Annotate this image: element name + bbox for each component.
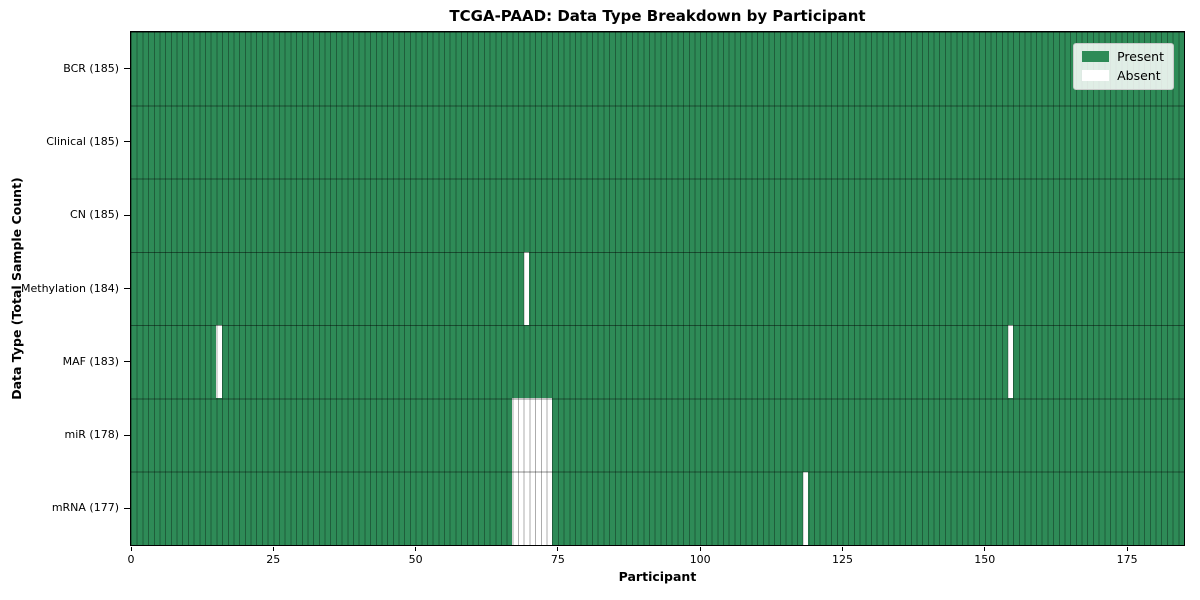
x-axis-title: Participant: [618, 569, 697, 584]
x-tick-label-75: 75: [550, 553, 565, 566]
absent-cell-mir-71: [535, 398, 541, 472]
y-tick-label-bcr: BCR (185): [63, 61, 119, 75]
y-tick-mark-maf: [124, 361, 130, 363]
x-tick-label-0: 0: [127, 553, 135, 566]
absent-cell-mir-67: [512, 398, 519, 472]
y-tick-label-mir: miR (178): [64, 428, 120, 442]
y-tick-label-cn: CN (185): [70, 208, 119, 222]
absent-cell-methylation-69: [523, 251, 530, 326]
x-tick-mark-150: [984, 547, 986, 551]
absent-cell-mrna-69: [523, 471, 530, 545]
plot-area: Present Absent: [130, 31, 1185, 546]
absent-cell-mir-72: [540, 398, 547, 472]
x-tick-mark-100: [699, 547, 701, 551]
x-tick-label-150: 150: [974, 553, 996, 566]
absent-swatch: [1082, 70, 1110, 82]
legend-item-present: Present: [1082, 50, 1164, 64]
absent-cell-mir-73: [546, 398, 553, 472]
y-tick-label-clinical: Clinical (185): [46, 134, 119, 148]
x-tick-mark-50: [415, 547, 417, 551]
absent-cell-mir-68: [518, 398, 524, 472]
present-swatch: [1082, 51, 1110, 63]
absent-cell-maf-15: [216, 325, 223, 399]
x-tick-mark-0: [130, 547, 132, 551]
absent-cell-mrna-70: [529, 471, 536, 545]
y-tick-label-methylation: Methylation (184): [21, 281, 119, 295]
x-tick-mark-25: [272, 547, 274, 551]
absent-cell-mrna-72: [540, 471, 547, 545]
legend-label-present: Present: [1117, 49, 1164, 64]
legend: Present Absent: [1073, 43, 1174, 90]
x-tick-label-25: 25: [266, 553, 281, 566]
absent-cell-mir-70: [529, 398, 536, 472]
absent-cell-mrna-67: [512, 471, 519, 545]
absent-cell-mrna-71: [535, 471, 541, 545]
legend-item-absent: Absent: [1082, 67, 1164, 83]
y-tick-label-maf: MAF (183): [62, 354, 119, 368]
x-tick-mark-75: [557, 547, 559, 551]
x-tick-label-100: 100: [689, 553, 711, 566]
absent-cell-maf-154: [1007, 325, 1014, 399]
absent-cell-mrna-73: [546, 471, 553, 545]
x-tick-mark-175: [1126, 547, 1128, 551]
x-tick-mark-125: [841, 547, 843, 551]
grid-lines: [131, 32, 1184, 545]
legend-label-absent: Absent: [1117, 67, 1161, 83]
absent-cell-mrna-118: [802, 471, 809, 545]
y-tick-mark-methylation: [124, 288, 130, 289]
y-tick-mark-mir: [124, 434, 130, 436]
x-tick-label-50: 50: [408, 553, 423, 566]
y-tick-mark-mrna: [124, 507, 130, 509]
absent-cell-mrna-68: [518, 471, 524, 545]
x-tick-label-175: 175: [1116, 553, 1138, 566]
y-tick-mark-cn: [124, 214, 130, 216]
y-tick-mark-clinical: [124, 141, 130, 143]
absent-cell-mir-69: [523, 398, 530, 472]
y-tick-label-mrna: mRNA (177): [51, 501, 119, 515]
y-tick-mark-bcr: [124, 68, 130, 70]
chart-title: TCGA-PAAD: Data Type Breakdown by Partic…: [449, 7, 866, 25]
x-tick-label-125: 125: [831, 553, 853, 566]
